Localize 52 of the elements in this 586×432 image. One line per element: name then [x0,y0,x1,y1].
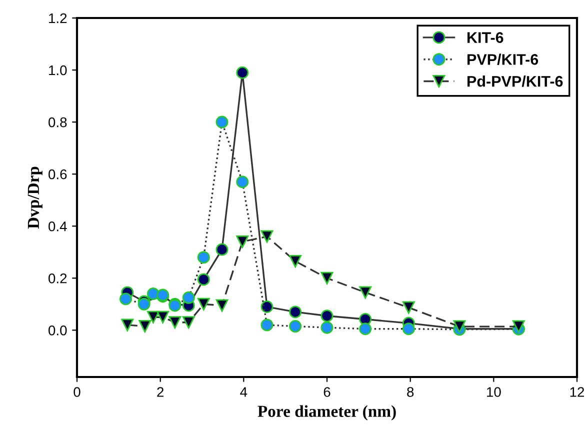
y-axis-title: Dvp/Drp [28,166,42,229]
y-tick-label: 0.2 [48,273,67,284]
x-tick-label: 10 [487,387,501,397]
point [260,300,274,314]
point [289,306,302,318]
point [216,299,228,312]
point [168,316,182,329]
point [320,310,334,322]
point [197,251,210,264]
point [402,322,415,336]
x-tick-label: 12 [570,387,584,397]
point [320,321,334,334]
point [289,254,302,268]
point [182,316,195,329]
point [320,272,334,284]
point [147,310,160,324]
point [138,298,150,310]
x-tick-label: 4 [240,387,248,397]
x-tick-label: 8 [407,387,414,397]
point [236,66,249,79]
point [236,176,249,188]
point [359,286,372,299]
y-tick-label: 1.0 [49,65,67,76]
point [453,320,466,333]
y-tick-label: 0.8 [48,117,67,128]
point [260,318,274,332]
point [260,230,274,243]
y-tick-label: 1.2 [49,13,67,24]
point [402,301,415,314]
point [512,320,525,333]
x-tick-label: 6 [324,387,330,397]
y-tick-label: 0.4 [48,221,67,232]
point [197,298,210,310]
x-tick-label: 0 [74,387,80,397]
point [156,310,170,324]
point [216,243,228,256]
point [121,318,134,332]
x-axis-title: Pore diameter (nm) [258,405,396,420]
legend-label: PVP/KIT-6 [467,54,538,66]
y-tick-label: 0.0 [48,326,67,336]
y-tick-label: 0.6 [48,169,67,180]
point [120,292,132,306]
legend-label: KIT-6 [467,32,504,43]
point [197,273,210,286]
legend-label: Pd-PVP/KIT-6 [467,76,563,87]
point [138,320,152,333]
point [359,322,372,336]
point [236,235,249,248]
x-tick-label: 2 [157,387,164,397]
point [182,291,195,304]
point [289,320,302,333]
point [216,116,228,128]
